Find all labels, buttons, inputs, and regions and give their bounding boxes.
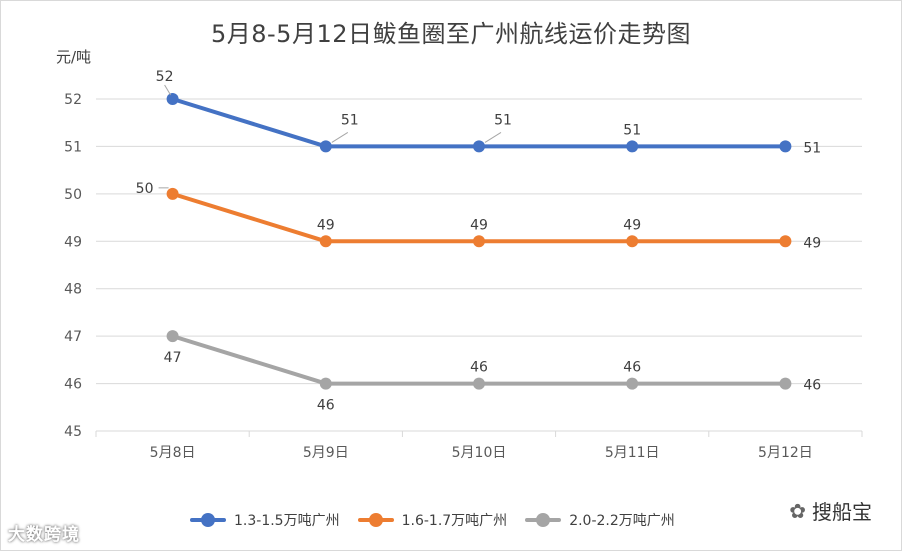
data-point (166, 93, 179, 105)
x-tick-label: 5月8日 (150, 445, 196, 461)
x-tick-label: 5月9日 (303, 445, 349, 461)
y-tick-label: 50 (64, 187, 82, 203)
watermark-right: ✿ 搜船宝 (789, 496, 872, 525)
legend-label: 1.6-1.7万吨广州 (401, 513, 508, 529)
data-label-leader (164, 84, 172, 96)
data-point (319, 235, 332, 248)
data-point (779, 140, 792, 153)
data-label: 50 (136, 181, 154, 197)
x-tick-label: 5月12日 (758, 445, 813, 461)
chart-legend: 1.3-1.5万吨广州 1.6-1.7万吨广州 2.0-2.2万吨广州 (190, 510, 675, 530)
y-tick-label: 51 (64, 139, 82, 155)
y-axis-unit: 元/吨 (56, 48, 92, 66)
data-label: 52 (156, 69, 174, 85)
data-label: 51 (623, 122, 641, 138)
data-point (319, 140, 332, 153)
y-tick-label: 46 (64, 377, 82, 393)
legend-label: 1.3-1.5万吨广州 (234, 513, 340, 529)
y-tick-label: 48 (64, 282, 82, 298)
data-point (626, 235, 639, 248)
x-tick-label: 5月11日 (605, 445, 660, 461)
legend-item: 2.0-2.2万吨广州 (525, 510, 675, 530)
data-label: 51 (341, 112, 359, 128)
data-label: 47 (164, 350, 182, 366)
data-label: 49 (317, 217, 335, 233)
watermark-left: 大数跨境 (8, 525, 80, 545)
data-point (166, 330, 179, 343)
data-point (473, 140, 485, 153)
legend-swatch (357, 513, 394, 527)
x-tick-label: 5月10日 (452, 445, 507, 461)
data-label: 51 (803, 140, 821, 156)
series-line (172, 97, 786, 149)
legend-item: 1.6-1.7万吨广州 (357, 510, 508, 530)
data-point (779, 235, 792, 248)
data-label: 46 (803, 378, 821, 394)
watermark-right-text: 搜船宝 (812, 500, 872, 524)
data-point (626, 140, 639, 153)
y-tick-label: 45 (64, 424, 82, 440)
legend-swatch (525, 513, 562, 527)
data-point (319, 377, 332, 390)
wechat-icon: ✿ (789, 498, 806, 523)
legend-label: 2.0-2.2万吨广州 (569, 513, 675, 529)
data-label: 46 (623, 360, 641, 376)
data-label-leader (484, 132, 502, 143)
chart-title: 5月8-5月12日鲅鱼圈至广州航线运价走势图 (210, 20, 691, 48)
data-label-leader (331, 132, 349, 143)
data-point (473, 377, 485, 390)
data-label: 46 (470, 360, 488, 376)
data-label: 46 (317, 398, 335, 414)
data-point (473, 235, 485, 248)
legend-item: 1.3-1.5万吨广州 (190, 510, 340, 530)
data-label: 49 (470, 217, 488, 233)
data-label: 49 (623, 217, 641, 233)
data-label: 51 (494, 112, 512, 128)
data-point (166, 187, 179, 200)
legend-swatch (190, 513, 226, 527)
data-point (779, 377, 792, 390)
y-tick-label: 47 (64, 329, 82, 345)
data-point (626, 377, 639, 390)
data-label: 49 (803, 235, 821, 251)
y-tick-label: 49 (64, 234, 82, 250)
y-tick-label: 52 (64, 92, 82, 108)
